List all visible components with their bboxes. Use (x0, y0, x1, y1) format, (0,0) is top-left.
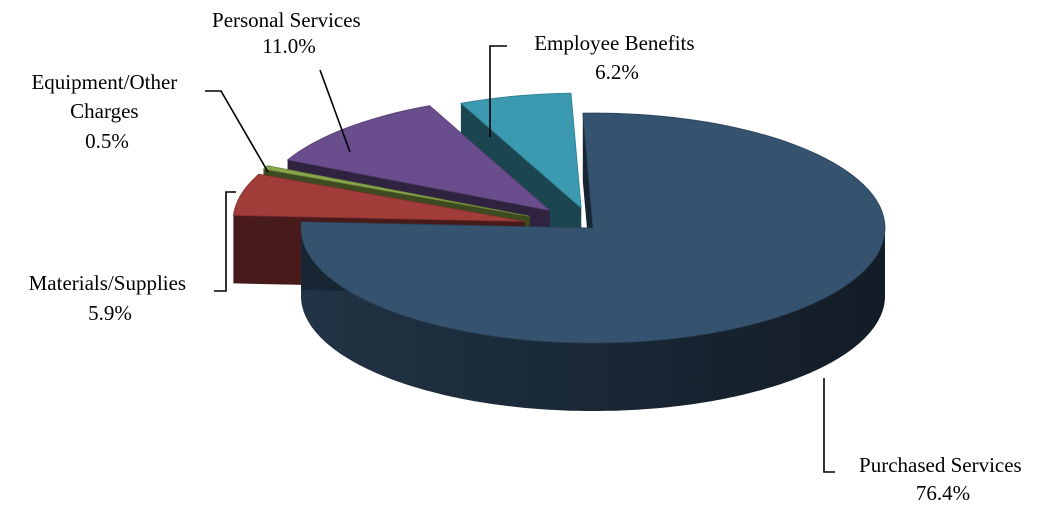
label-personal-services: Personal Services 11.0% (212, 8, 366, 58)
label-employee-benefits: Employee Benefits 6.2% (534, 31, 700, 84)
slice-top-employee-benefits (460, 92, 582, 210)
slice-top-materials-supplies (232, 173, 526, 222)
label-materials-supplies-value: 5.9% (88, 301, 132, 325)
leader-line-materials-supplies (214, 191, 236, 292)
label-purchased-services: Purchased Services 76.4% (859, 453, 1027, 505)
label-equipment-other-charges-line1: Equipment/Other (31, 70, 177, 94)
slice-wall-shade-purchased-services (301, 226, 885, 411)
leader-line-employee-benefits (489, 45, 507, 137)
pie-slices (232, 92, 886, 411)
slice-top-purchased-services (300, 112, 886, 344)
label-employee-benefits-name: Employee Benefits (534, 31, 694, 55)
label-personal-services-name: Personal Services (212, 8, 361, 32)
label-purchased-services-value: 76.4% (916, 481, 970, 505)
label-personal-services-value: 11.0% (262, 34, 315, 58)
leader-line-personal-services (319, 69, 351, 153)
slice-purchased-services (300, 112, 886, 411)
slice-top-personal-services (286, 105, 552, 212)
label-materials-supplies-name: Materials/Supplies (29, 271, 186, 295)
label-materials-supplies: Materials/Supplies 5.9% (29, 271, 192, 325)
label-equipment-other-charges: Equipment/Other Charges 0.5% (31, 70, 182, 153)
label-employee-benefits-value: 6.2% (595, 60, 639, 84)
label-equipment-other-charges-value: 0.5% (85, 129, 129, 153)
leader-line-equipment-other-charges (205, 90, 269, 173)
label-equipment-other-charges-line2: Charges (70, 99, 138, 123)
leader-line-purchased-services (823, 378, 835, 473)
label-purchased-services-name: Purchased Services (859, 453, 1022, 477)
